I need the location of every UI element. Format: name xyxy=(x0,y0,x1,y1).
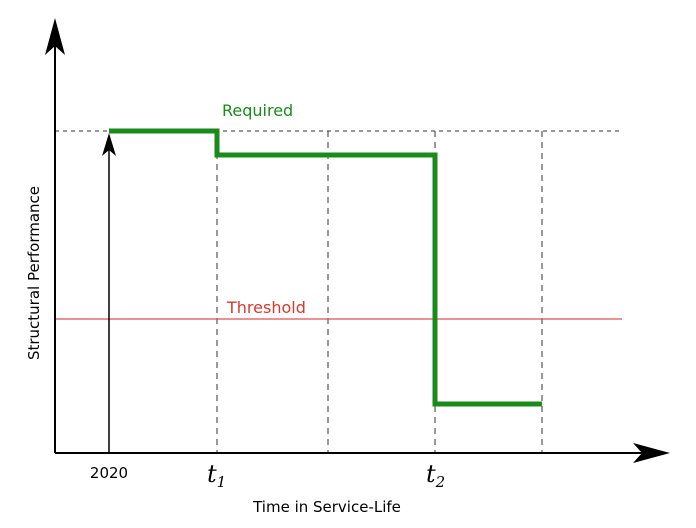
start-arrow-head xyxy=(102,133,116,156)
tick-t2-base: t xyxy=(426,460,436,488)
threshold-label: Threshold xyxy=(226,298,306,317)
tick-2020: 2020 xyxy=(90,464,128,482)
performance-line xyxy=(109,128,542,407)
required-label: Required xyxy=(222,101,293,120)
y-axis-label: Structural Performance xyxy=(25,186,43,360)
tick-t2-subscript: 2 xyxy=(435,473,446,491)
y-axis-arrow-icon xyxy=(45,18,65,55)
x-axis-arrow-icon xyxy=(633,443,670,463)
tick-t1: t1 xyxy=(207,460,226,491)
tick-t2: t2 xyxy=(426,460,445,491)
x-axis-label: Time in Service-Life xyxy=(252,498,401,516)
tick-t1-subscript: 1 xyxy=(217,473,227,491)
tick-t1-base: t xyxy=(207,460,217,488)
